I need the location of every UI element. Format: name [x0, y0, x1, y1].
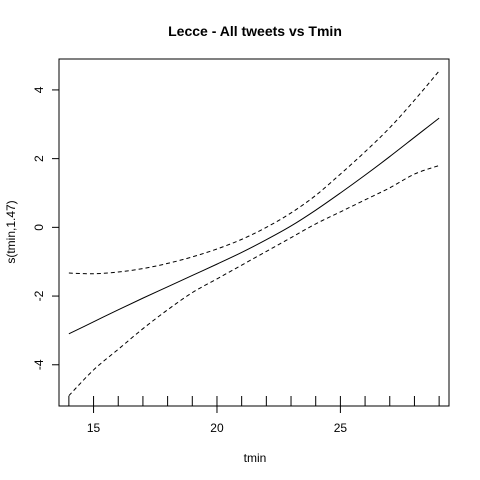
x-tick-label: 20	[210, 421, 224, 435]
smooth-fit-line	[68, 117, 440, 335]
y-axis: -4 -2 0 2 4	[32, 86, 60, 370]
confidence-band-line-1	[68, 70, 440, 275]
x-tick-label: 25	[334, 421, 348, 435]
confidence-band-line-2	[68, 165, 440, 397]
series-group	[68, 70, 440, 397]
x-axis-label: tmin	[244, 451, 267, 465]
y-tick-label: 2	[32, 155, 46, 162]
y-tick-label: 4	[32, 86, 46, 93]
x-tick-label: 15	[87, 421, 101, 435]
plot-box	[58, 58, 450, 407]
y-tick-label: 0	[32, 224, 46, 231]
y-axis-label: s(tmin,1.47)	[4, 200, 18, 263]
x-axis: 15 20 25	[87, 405, 348, 435]
y-tick-label: -4	[32, 359, 46, 370]
chart-title: Lecce - All tweets vs Tmin	[168, 23, 342, 39]
y-tick-label: -2	[32, 290, 46, 301]
rug	[68, 396, 440, 406]
